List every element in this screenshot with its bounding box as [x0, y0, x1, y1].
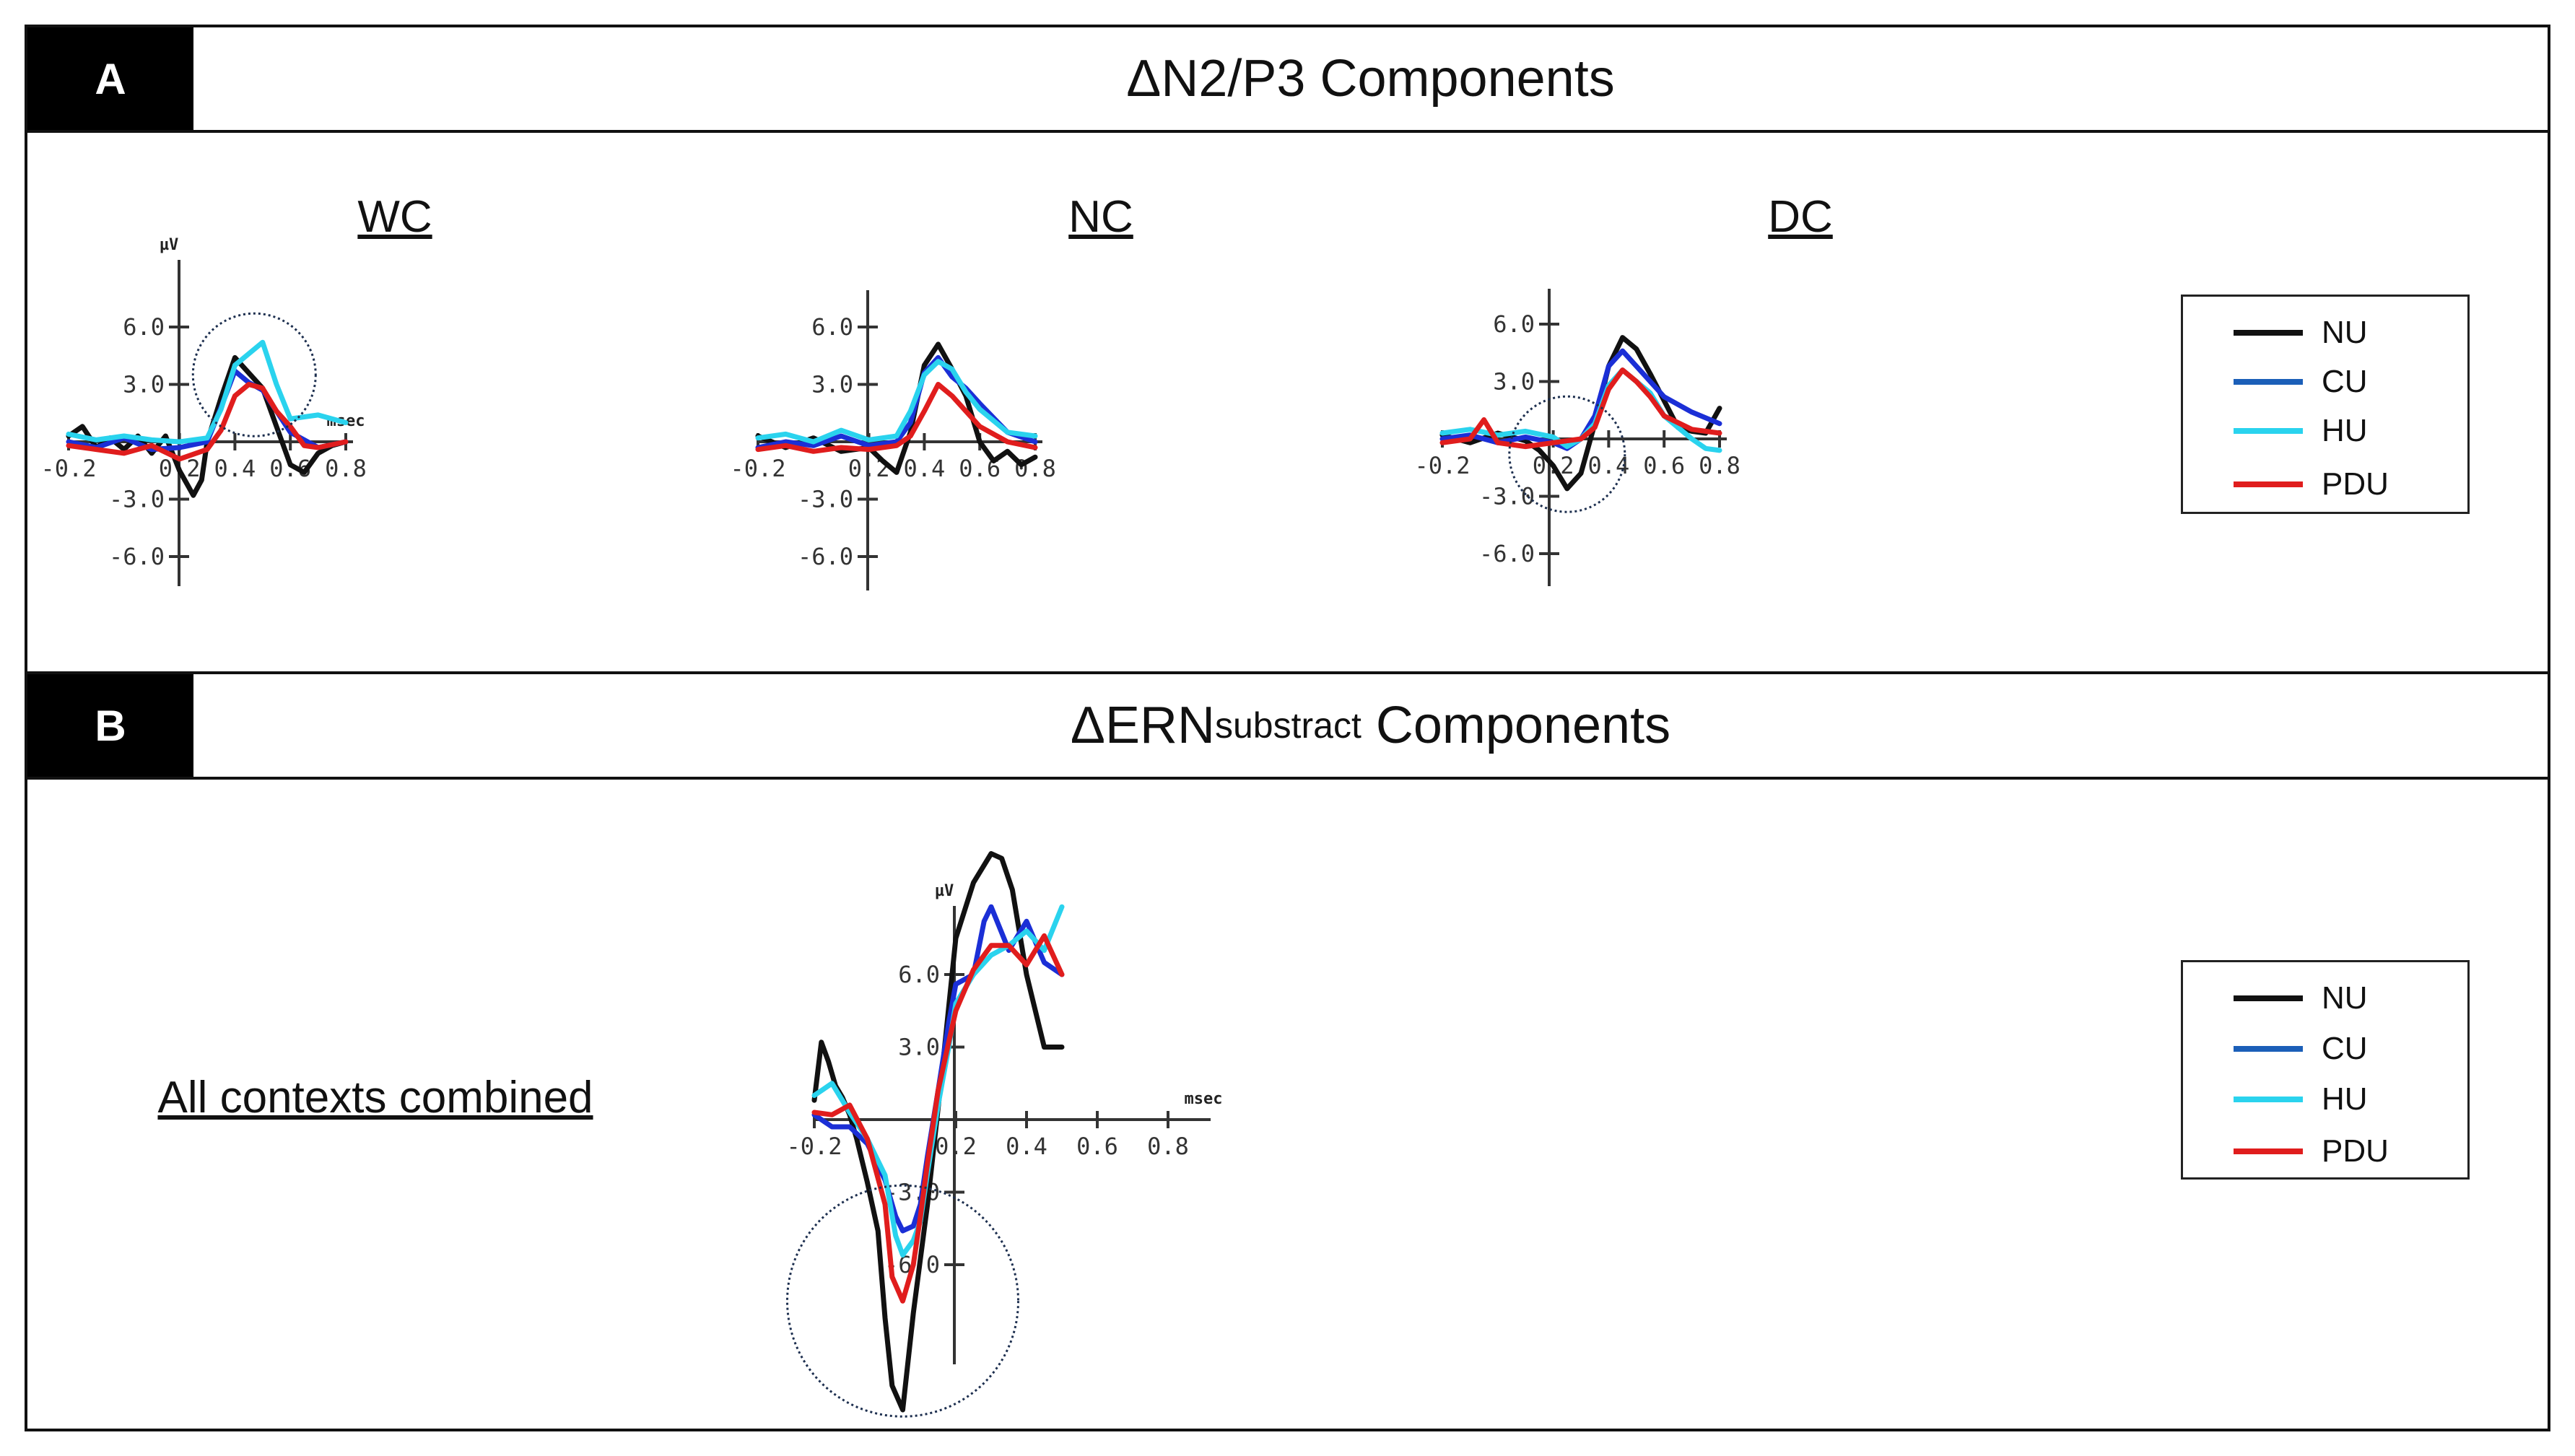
legend-a-item-cu: CU: [2234, 360, 2368, 404]
chart-title-nc: NC: [1068, 192, 1133, 242]
panel-b-subtitle: All contexts combined: [157, 1073, 593, 1122]
panel-b-title-main: ΔERN: [1070, 697, 1215, 754]
legend-b-swatch-cu: [2234, 1046, 2303, 1052]
series-line-hu: [66, 339, 349, 445]
y-tick-label: 3.0: [123, 371, 165, 398]
legend-a-item-hu: HU: [2234, 409, 2368, 453]
y-tick-label: -6.0: [109, 543, 165, 570]
x-tick-label: 0.6: [1643, 452, 1685, 479]
legend-b: NU CU HU PDU: [2181, 960, 2470, 1180]
legend-a-label-pdu: PDU: [2322, 466, 2389, 502]
x-tick-label: 0.6: [1076, 1133, 1118, 1160]
panel-a-title: ΔN2/P3 Components: [1126, 50, 1615, 108]
legend-b-item-cu: CU: [2234, 1027, 2368, 1071]
panel-b-header: B ΔERN substract Components: [25, 671, 2550, 780]
y-unit-label: µV: [160, 236, 179, 254]
y-tick-label: -3.0: [1479, 483, 1535, 510]
series-line-nu: [66, 354, 349, 498]
legend-a-item-pdu: PDU: [2234, 463, 2389, 506]
y-tick-label: 3.0: [898, 1034, 940, 1061]
y-tick-label: -3.0: [798, 486, 853, 513]
x-tick-label: -0.2: [786, 1133, 842, 1160]
series-line-hu: [755, 359, 1038, 445]
legend-b-swatch-pdu: [2234, 1148, 2303, 1154]
legend-b-label-cu: CU: [2322, 1031, 2368, 1066]
legend-a-swatch-cu: [2234, 379, 2303, 385]
legend-a-swatch-nu: [2234, 330, 2303, 336]
legend-a-item-nu: NU: [2234, 311, 2368, 354]
panel-b-letter: B: [27, 674, 193, 777]
legend-a-label-cu: CU: [2322, 364, 2368, 399]
x-tick-label: 0.4: [904, 455, 946, 482]
legend-b-item-hu: HU: [2234, 1078, 2368, 1121]
chart-title-wc: WC: [357, 192, 432, 242]
panel-a-header: A ΔN2/P3 Components: [25, 25, 2550, 133]
panel-a-letter: A: [27, 27, 193, 130]
panel-b-title-sub: substract: [1215, 705, 1361, 746]
highlight-circle: [786, 1184, 1019, 1418]
series-line-pdu: [66, 382, 349, 462]
x-tick-label: 0.4: [1006, 1133, 1047, 1160]
x-tick-label: 0.8: [1147, 1133, 1189, 1160]
x-tick-label: 0.4: [1588, 452, 1630, 479]
panel-b-title: ΔERN substract Components: [193, 674, 2548, 777]
y-tick-label: 3.0: [811, 371, 853, 398]
y-tick-label: -3.0: [109, 486, 165, 513]
legend-a-swatch-pdu: [2234, 481, 2303, 487]
y-tick-label: 6.0: [1493, 310, 1535, 338]
y-unit-label: µV: [935, 882, 954, 900]
highlight-circle: [1508, 395, 1626, 513]
y-tick-label: -6.0: [798, 543, 853, 570]
highlight-circle: [191, 312, 317, 437]
x-tick-label: 0.4: [214, 455, 256, 482]
legend-a-label-hu: HU: [2322, 413, 2368, 448]
legend-b-swatch-nu: [2234, 995, 2303, 1001]
series-line-pdu: [811, 933, 1065, 1304]
series-line-pdu: [1439, 367, 1722, 450]
y-tick-label: 3.0: [1493, 368, 1535, 396]
panel-b-title-rest: Components: [1361, 697, 1671, 754]
legend-b-label-hu: HU: [2322, 1081, 2368, 1117]
chart-title-dc: DC: [1768, 192, 1833, 242]
legend-b-item-pdu: PDU: [2234, 1130, 2389, 1173]
legend-b-label-nu: NU: [2322, 980, 2368, 1016]
y-tick-label: 6.0: [123, 313, 165, 341]
legend-b-item-nu: NU: [2234, 977, 2368, 1020]
x-tick-label: 0.8: [325, 455, 367, 482]
x-tick-label: -0.2: [1414, 452, 1470, 479]
legend-b-label-pdu: PDU: [2322, 1133, 2389, 1169]
x-tick-label: 0.8: [1699, 452, 1740, 479]
series-line-cu: [1439, 348, 1722, 451]
x-tick-label: -0.2: [730, 455, 785, 482]
legend-a-swatch-hu: [2234, 428, 2303, 434]
legend-a-label-nu: NU: [2322, 315, 2368, 350]
x-tick-label: -0.2: [40, 455, 96, 482]
series-line-pdu: [755, 382, 1038, 454]
x-tick-label: 0.2: [935, 1133, 977, 1160]
series-line-nu: [755, 341, 1038, 475]
y-tick-label: 6.0: [898, 961, 940, 988]
legend-b-swatch-hu: [2234, 1097, 2303, 1102]
y-tick-label: 6.0: [811, 313, 853, 341]
y-tick-label: -6.0: [1479, 540, 1535, 567]
x-unit-label: msec: [1185, 1090, 1223, 1108]
legend-a: NU CU HU PDU: [2181, 295, 2470, 514]
